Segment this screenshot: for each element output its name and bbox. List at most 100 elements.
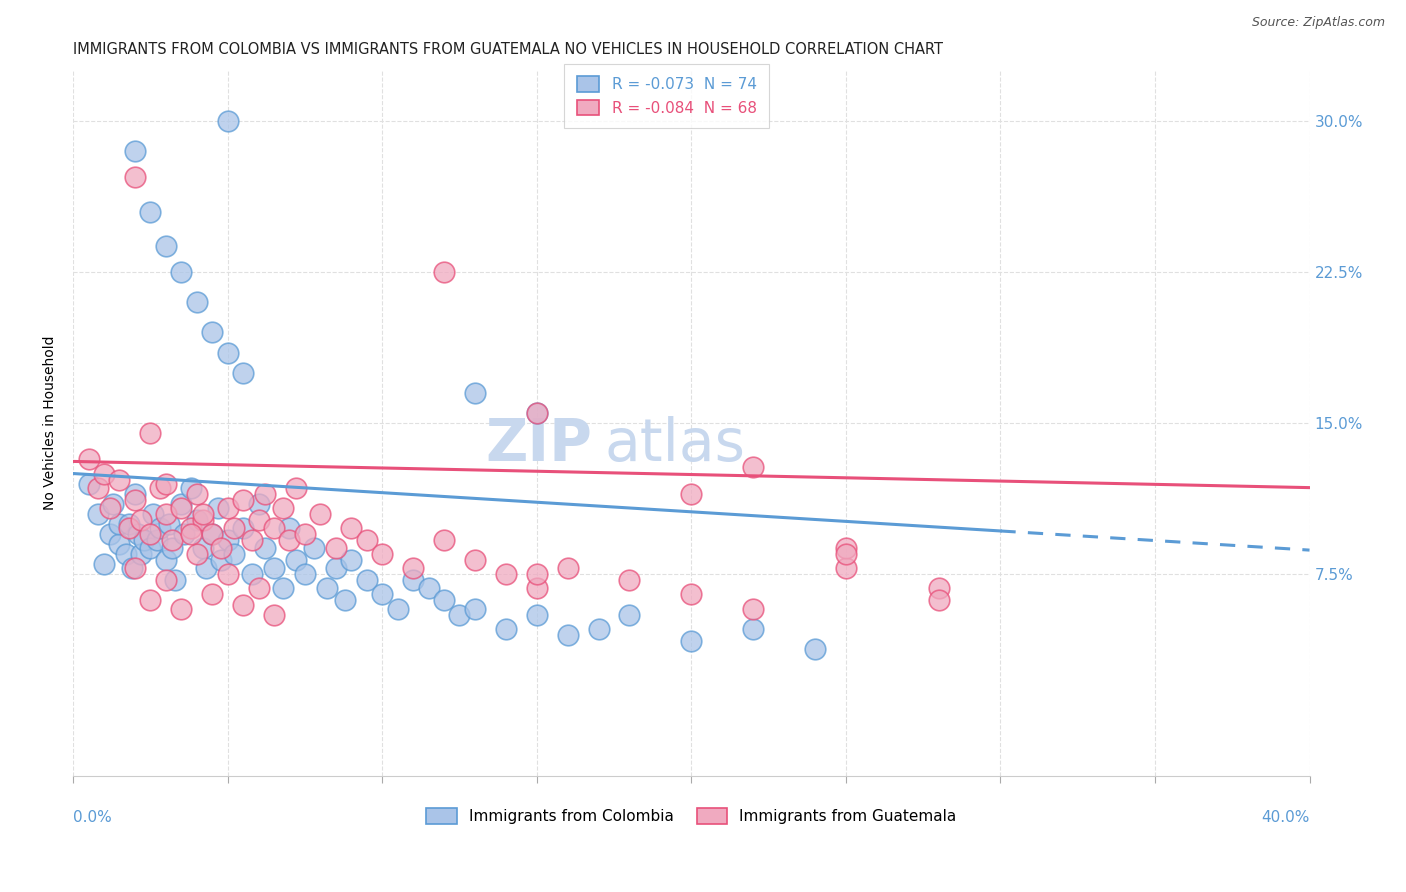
Point [240,567,263,582]
Point [325,561,347,575]
Y-axis label: No Vehicles in Household: No Vehicles in Household [44,336,58,510]
Point [284,553,307,567]
Point [232,492,254,507]
Point [263,607,285,622]
Point [165,574,187,588]
Point [160,533,183,547]
Point [371,587,394,601]
Point [433,265,456,279]
Point [333,593,356,607]
Point [232,598,254,612]
Point [526,406,548,420]
Point [340,553,363,567]
Point [124,144,146,158]
Point [139,204,162,219]
Legend: R = -0.073  N = 74, R = -0.084  N = 68: R = -0.073 N = 74, R = -0.084 N = 68 [564,64,769,128]
Point [180,481,202,495]
Point [186,295,208,310]
Text: Source: ZipAtlas.com: Source: ZipAtlas.com [1251,16,1385,29]
Point [211,541,233,555]
Point [495,622,517,636]
Point [118,516,141,531]
Point [526,607,548,622]
Point [284,481,307,495]
Point [98,527,121,541]
Point [98,500,121,515]
Point [160,541,183,555]
Point [253,486,276,500]
Point [217,533,239,547]
Point [222,521,245,535]
Point [93,558,115,572]
Point [207,500,229,515]
Point [526,406,548,420]
Point [170,601,193,615]
Point [139,426,162,441]
Point [356,574,378,588]
Point [108,537,131,551]
Point [835,541,858,555]
Point [186,486,208,500]
Point [195,561,218,575]
Point [201,587,224,601]
Point [121,561,143,575]
Point [77,476,100,491]
Point [201,527,224,541]
Point [124,561,146,575]
Point [124,492,146,507]
Point [433,533,456,547]
Point [928,593,950,607]
Point [155,476,177,491]
Point [211,553,233,567]
Point [127,527,149,541]
Text: atlas: atlas [605,416,745,473]
Point [526,582,548,596]
Point [588,622,610,636]
Point [835,561,858,575]
Point [134,533,156,547]
Point [309,507,332,521]
Point [142,507,165,521]
Point [526,567,548,582]
Point [271,582,294,596]
Point [149,481,172,495]
Point [247,513,270,527]
Point [278,521,301,535]
Point [191,507,214,521]
Point [93,467,115,481]
Point [356,533,378,547]
Point [271,500,294,515]
Point [155,553,177,567]
Point [240,533,263,547]
Point [325,541,347,555]
Point [155,239,177,253]
Point [191,541,214,555]
Point [149,521,172,535]
Point [201,527,224,541]
Point [180,527,202,541]
Point [742,601,765,615]
Point [145,533,167,547]
Point [170,265,193,279]
Point [557,628,579,642]
Point [124,170,146,185]
Point [114,547,136,561]
Point [742,622,765,636]
Point [302,541,325,555]
Point [139,527,162,541]
Point [170,500,193,515]
Point [103,497,125,511]
Point [402,561,425,575]
Point [155,574,177,588]
Point [191,513,214,527]
Point [87,507,110,521]
Point [433,593,456,607]
Point [157,516,180,531]
Point [129,547,152,561]
Point [557,561,579,575]
Point [464,553,486,567]
Point [222,547,245,561]
Point [315,582,337,596]
Point [247,582,270,596]
Point [108,473,131,487]
